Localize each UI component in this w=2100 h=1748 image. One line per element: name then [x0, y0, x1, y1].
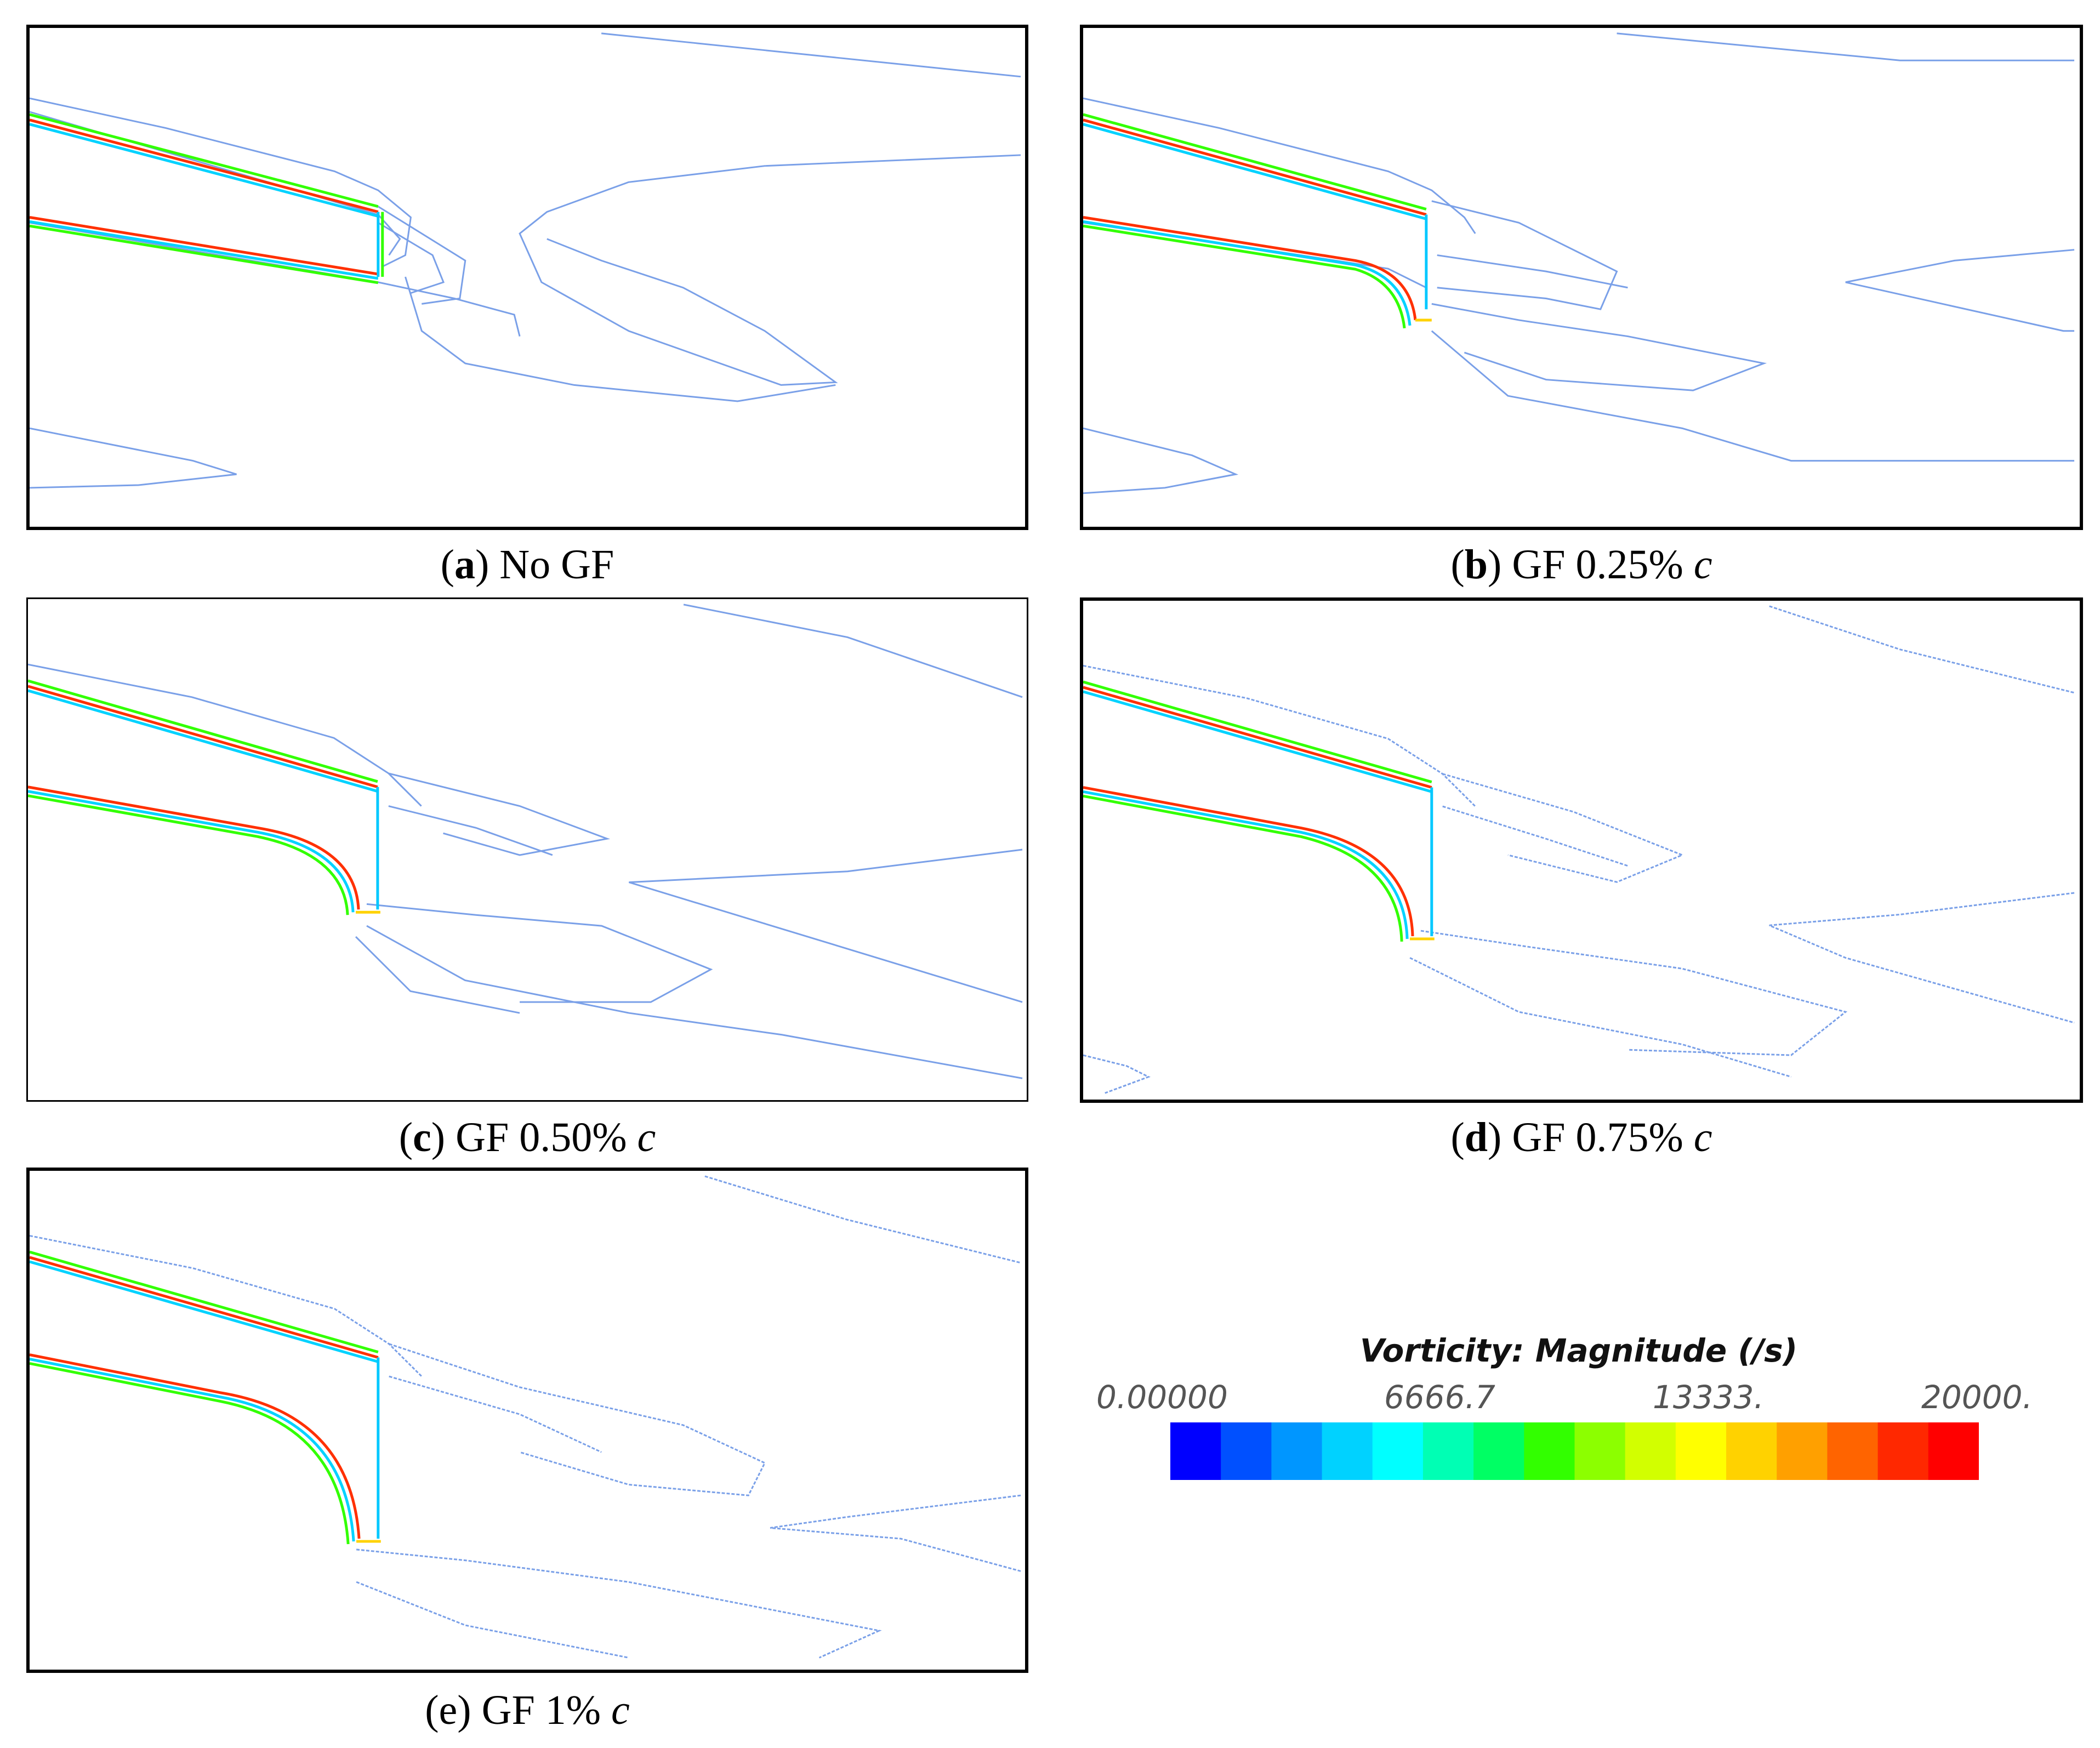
panel-c-contour-plot — [26, 597, 1028, 1102]
panel-e-svg — [30, 1175, 1021, 1659]
colorbar-segment — [1928, 1422, 1979, 1480]
panel-d-caption: (d) GF 0.75% c — [1450, 1114, 1712, 1160]
colorbar-segment — [1877, 1422, 1929, 1480]
colorbar-segment — [1170, 1422, 1221, 1480]
panel-a-contour-plot — [26, 25, 1028, 530]
panel-c-svg — [28, 603, 1023, 1079]
panel-b-svg — [1083, 32, 2075, 494]
legend-title: Vorticity: Magnitude (/s) — [1359, 1332, 1798, 1369]
colorbar-segment — [1777, 1422, 1828, 1480]
legend-tick-min: 0.00000 — [1096, 1379, 1228, 1416]
panel-e-caption: (e) GF 1% c — [425, 1687, 630, 1733]
panel-d-contour-plot — [1080, 597, 2083, 1103]
colorbar-segment — [1322, 1422, 1373, 1480]
colorbar-segment — [1271, 1422, 1323, 1480]
legend-tick-1: 6666.7 — [1384, 1379, 1495, 1416]
legend-tick-2: 13333. — [1653, 1379, 1764, 1416]
colorbar-segment — [1827, 1422, 1879, 1480]
colorbar-segment — [1574, 1422, 1626, 1480]
panel-a-caption: (a) No GF — [440, 542, 614, 588]
colorbar-segment — [1473, 1422, 1524, 1480]
colorbar-segment — [1625, 1422, 1676, 1480]
colorbar-segment — [1675, 1422, 1727, 1480]
panel-b-caption: (b) GF 0.25% c — [1450, 542, 1712, 588]
panel-c-caption: (c) GF 0.50% c — [399, 1114, 656, 1160]
panel-d-svg — [1083, 605, 2075, 1094]
panel-a-svg — [30, 32, 1021, 489]
colorbar-segment — [1422, 1422, 1474, 1480]
colorbar-segment — [1726, 1422, 1777, 1480]
colorbar-gradient — [1170, 1422, 1979, 1480]
panel-b-contour-plot — [1080, 25, 2083, 530]
colorbar-segment — [1221, 1422, 1272, 1480]
colorbar-segment — [1524, 1422, 1575, 1480]
vorticity-colorbar-legend: Vorticity: Magnitude (/s) 0.00000 6666.7… — [1074, 1316, 2083, 1496]
panel-e-contour-plot — [26, 1168, 1028, 1673]
colorbar-segment — [1372, 1422, 1424, 1480]
legend-tick-max: 20000. — [1921, 1379, 2033, 1416]
